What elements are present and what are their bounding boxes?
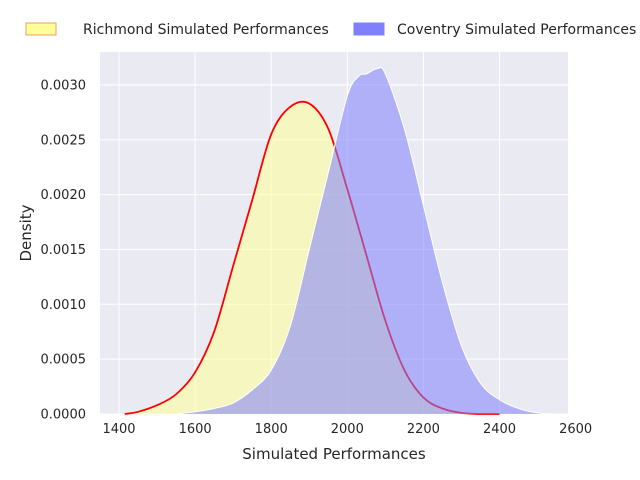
- x-tick-label: 2200: [407, 422, 440, 437]
- y-tick-label: 0.0010: [41, 298, 87, 313]
- x-tick-label: 1600: [179, 422, 212, 437]
- y-tick-label: 0.0015: [41, 243, 87, 258]
- series-line-2: [176, 66, 557, 415]
- x-tick-label: 1400: [102, 422, 135, 437]
- legend-swatch-1: [25, 22, 57, 36]
- tick-labels: 1400 1600 1800 2000 2200 2400 2600 0.0000 0.0005…: [41, 78, 593, 437]
- x-tick-label: 2000: [331, 422, 364, 437]
- y-tick-label: 0.0025: [41, 133, 87, 148]
- x-tick-label: 2400: [483, 422, 516, 437]
- series-area-2: [176, 67, 557, 414]
- x-tick-label: 1800: [255, 422, 288, 437]
- legend-label-1: Richmond Simulated Performances: [83, 22, 329, 38]
- y-tick-label: 0.0030: [41, 78, 87, 93]
- x-tick-label: 2600: [559, 422, 592, 437]
- legend-label-2: Coventry Simulated Performances: [397, 22, 636, 38]
- y-tick-label: 0.0000: [41, 408, 87, 423]
- series-layer: [124, 66, 557, 415]
- legend-swatch-2: [353, 22, 385, 36]
- legend: Richmond Simulated Performances Coventry …: [25, 22, 636, 38]
- y-axis-label: Density: [17, 204, 35, 261]
- y-tick-label: 0.0020: [41, 188, 87, 203]
- x-axis-label: Simulated Performances: [242, 445, 426, 463]
- y-tick-label: 0.0005: [41, 353, 87, 368]
